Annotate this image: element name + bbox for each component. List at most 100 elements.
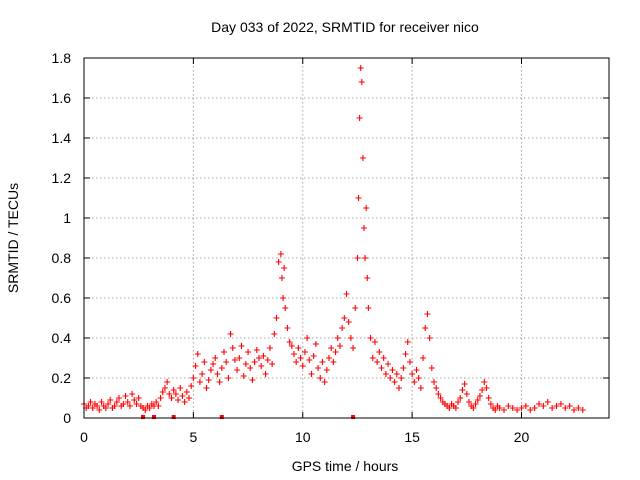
data-point [437, 395, 444, 401]
data-point [122, 393, 129, 399]
data-point [284, 325, 291, 331]
data-point [413, 367, 420, 373]
data-point [293, 359, 300, 365]
data-point [492, 407, 499, 413]
data-point [240, 373, 247, 379]
data-point [341, 315, 348, 321]
data-point [164, 379, 171, 385]
data-point [431, 379, 437, 385]
data-point [417, 385, 424, 391]
data-point [376, 349, 383, 355]
data-point [288, 343, 295, 349]
data-point [238, 343, 245, 349]
data-point [536, 401, 542, 407]
data-point [281, 265, 288, 271]
data-point [531, 405, 538, 411]
data-point [522, 403, 529, 409]
data-point [142, 407, 149, 413]
data-point [266, 345, 273, 351]
data-point [192, 363, 199, 369]
data-point [562, 405, 569, 411]
data-point [310, 353, 317, 359]
y-tick-label: 0 [63, 410, 71, 426]
data-point [479, 387, 486, 393]
data-point [116, 395, 122, 401]
data-point [168, 395, 175, 401]
data-point [282, 305, 289, 311]
data-point [229, 345, 236, 351]
data-point [172, 391, 179, 397]
data-point [411, 379, 418, 385]
data-point [345, 319, 352, 325]
y-tick-label: 0.6 [52, 290, 72, 306]
data-point [306, 357, 313, 363]
data-point [251, 359, 258, 365]
data-point [400, 365, 407, 371]
data-point [426, 335, 433, 341]
data-point [391, 379, 398, 385]
data-point [571, 407, 577, 413]
data-point [415, 375, 422, 381]
x-tick-label: 5 [189, 429, 197, 445]
data-point [126, 403, 133, 409]
data-point [476, 393, 483, 399]
data-point [98, 399, 105, 405]
plot-frame [83, 57, 610, 419]
x-tick-label: 0 [80, 429, 88, 445]
data-point [472, 401, 479, 407]
data-point [225, 375, 232, 381]
data-point [319, 359, 326, 365]
data-point [361, 225, 367, 231]
baseline-marker [141, 415, 146, 419]
data-point [212, 355, 219, 361]
data-point [194, 351, 201, 357]
data-point [105, 401, 112, 407]
data-point [317, 375, 324, 381]
data-point [424, 311, 431, 317]
data-point [544, 399, 551, 405]
data-point [207, 367, 214, 373]
data-point [481, 379, 488, 385]
data-point [357, 65, 364, 71]
data-point [179, 393, 186, 399]
chart-title: Day 033 of 2022, SRMTID for receiver nic… [211, 19, 479, 35]
y-tick-label: 0.2 [52, 370, 72, 386]
data-point [365, 305, 372, 311]
data-point [385, 361, 392, 367]
data-point [389, 367, 396, 373]
y-axis-label: SRMTID / TECUs [5, 183, 21, 293]
data-point [247, 365, 254, 371]
data-point [470, 405, 477, 411]
data-point [205, 377, 212, 383]
data-point [107, 397, 114, 403]
data-point [253, 347, 260, 353]
data-point [328, 345, 335, 351]
data-point [380, 355, 387, 361]
data-point [483, 385, 490, 391]
data-point [249, 377, 256, 383]
data-point [455, 399, 462, 405]
baseline-marker [351, 415, 356, 419]
data-point [277, 251, 284, 257]
data-point [387, 375, 394, 381]
data-point [297, 355, 304, 361]
data-point [210, 361, 217, 367]
data-point [362, 255, 369, 261]
baseline-marker [152, 415, 156, 419]
data-point [359, 155, 366, 161]
data-point [221, 349, 227, 355]
data-point [85, 403, 92, 409]
y-tick-label: 1.6 [52, 90, 72, 106]
baseline-marker [219, 415, 224, 419]
data-point [94, 403, 101, 409]
data-point [461, 381, 468, 387]
data-point [354, 255, 361, 261]
data-point [350, 345, 357, 351]
data-point [181, 399, 188, 405]
data-point [378, 365, 385, 371]
data-point [286, 339, 293, 345]
data-point [321, 379, 328, 385]
data-point [120, 401, 127, 407]
data-point [355, 195, 362, 201]
data-point [131, 397, 138, 403]
